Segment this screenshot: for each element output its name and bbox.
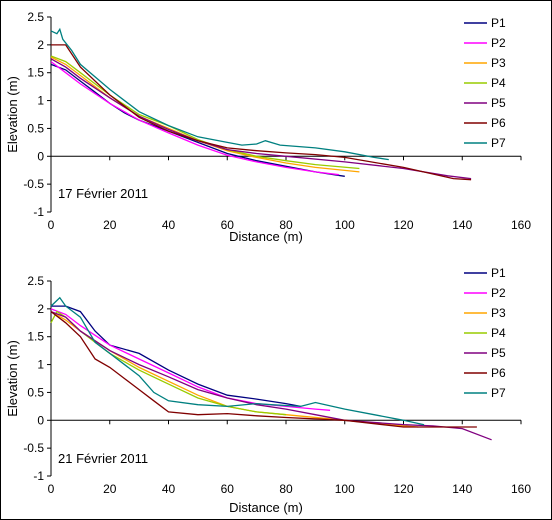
y-tick-label: 1.5 xyxy=(27,66,44,80)
x-tick-label: 40 xyxy=(162,218,176,232)
series-line-p7 xyxy=(50,296,425,426)
x-tick-label: 0 xyxy=(48,218,55,232)
x-tick-label: 0 xyxy=(48,482,55,496)
x-tick-label: 20 xyxy=(103,218,117,232)
series-line-p6 xyxy=(51,44,472,181)
series-line-p2 xyxy=(50,61,339,176)
x-tick-label: 60 xyxy=(221,218,235,232)
legend-label-p2: P2 xyxy=(491,286,506,300)
legend-label-p1: P1 xyxy=(491,16,506,30)
y-tick-label: -1 xyxy=(33,469,44,483)
series-line-p1 xyxy=(50,63,345,177)
y-tick-label: 1 xyxy=(37,358,44,372)
y-axis-title: Elevation (m) xyxy=(5,340,20,417)
x-axis-title: Distance (m) xyxy=(229,229,303,244)
series-line-p6 xyxy=(50,311,477,428)
x-tick-label: 140 xyxy=(452,482,472,496)
legend-label-p2: P2 xyxy=(491,36,506,50)
series-line-p1 xyxy=(51,305,301,408)
series-line-p4 xyxy=(50,55,360,170)
y-tick-label: 0.5 xyxy=(27,385,44,399)
x-tick-label: 100 xyxy=(335,482,355,496)
x-tick-label: 100 xyxy=(335,218,355,232)
legend-label-p5: P5 xyxy=(491,96,506,110)
x-tick-label: 140 xyxy=(452,218,472,232)
x-tick-label: 160 xyxy=(511,218,531,232)
y-tick-label: 0.5 xyxy=(27,121,44,135)
y-tick-label: 2.5 xyxy=(27,10,44,24)
series-line-p7 xyxy=(50,27,389,161)
series-line-p5 xyxy=(50,58,472,180)
y-tick-label: 1.5 xyxy=(27,330,44,344)
legend-label-p4: P4 xyxy=(491,76,506,90)
y-tick-label: 2 xyxy=(37,302,44,316)
x-tick-label: 40 xyxy=(162,482,176,496)
y-tick-label: 0 xyxy=(37,149,44,163)
chart-date-annotation: 21 Février 2011 xyxy=(58,451,148,466)
y-tick-label: -0.5 xyxy=(23,441,44,455)
x-tick-label: 160 xyxy=(511,482,531,496)
y-tick-label: 2.5 xyxy=(27,274,44,288)
legend-label-p3: P3 xyxy=(491,56,506,70)
y-tick-label: -1 xyxy=(33,205,44,219)
legend-label-p6: P6 xyxy=(491,366,506,380)
y-tick-label: 0 xyxy=(37,413,44,427)
x-tick-label: 60 xyxy=(221,482,235,496)
legend-label-p6: P6 xyxy=(491,116,506,130)
chart-date-annotation: 17 Février 2011 xyxy=(58,186,148,201)
x-tick-label: 120 xyxy=(393,482,413,496)
legend-label-p7: P7 xyxy=(491,136,506,150)
x-tick-label: 20 xyxy=(103,482,117,496)
y-tick-label: 1 xyxy=(37,94,44,108)
legend-label-p4: P4 xyxy=(491,326,506,340)
series-line-p2 xyxy=(50,308,331,411)
series-line-p5 xyxy=(50,310,492,441)
x-tick-label: 120 xyxy=(393,218,413,232)
y-tick-label: -0.5 xyxy=(23,177,44,191)
legend-label-p5: P5 xyxy=(491,346,506,360)
legend-label-p3: P3 xyxy=(491,306,506,320)
x-tick-label: 80 xyxy=(279,482,293,496)
y-tick-label: 2 xyxy=(37,38,44,52)
legend-label-p7: P7 xyxy=(491,386,506,400)
series-line-p4 xyxy=(50,310,287,416)
series-line-p3 xyxy=(50,311,419,428)
x-axis-title: Distance (m) xyxy=(229,500,303,515)
x-tick-label: 80 xyxy=(279,218,293,232)
legend-label-p1: P1 xyxy=(491,266,506,280)
y-axis-title: Elevation (m) xyxy=(5,76,20,153)
